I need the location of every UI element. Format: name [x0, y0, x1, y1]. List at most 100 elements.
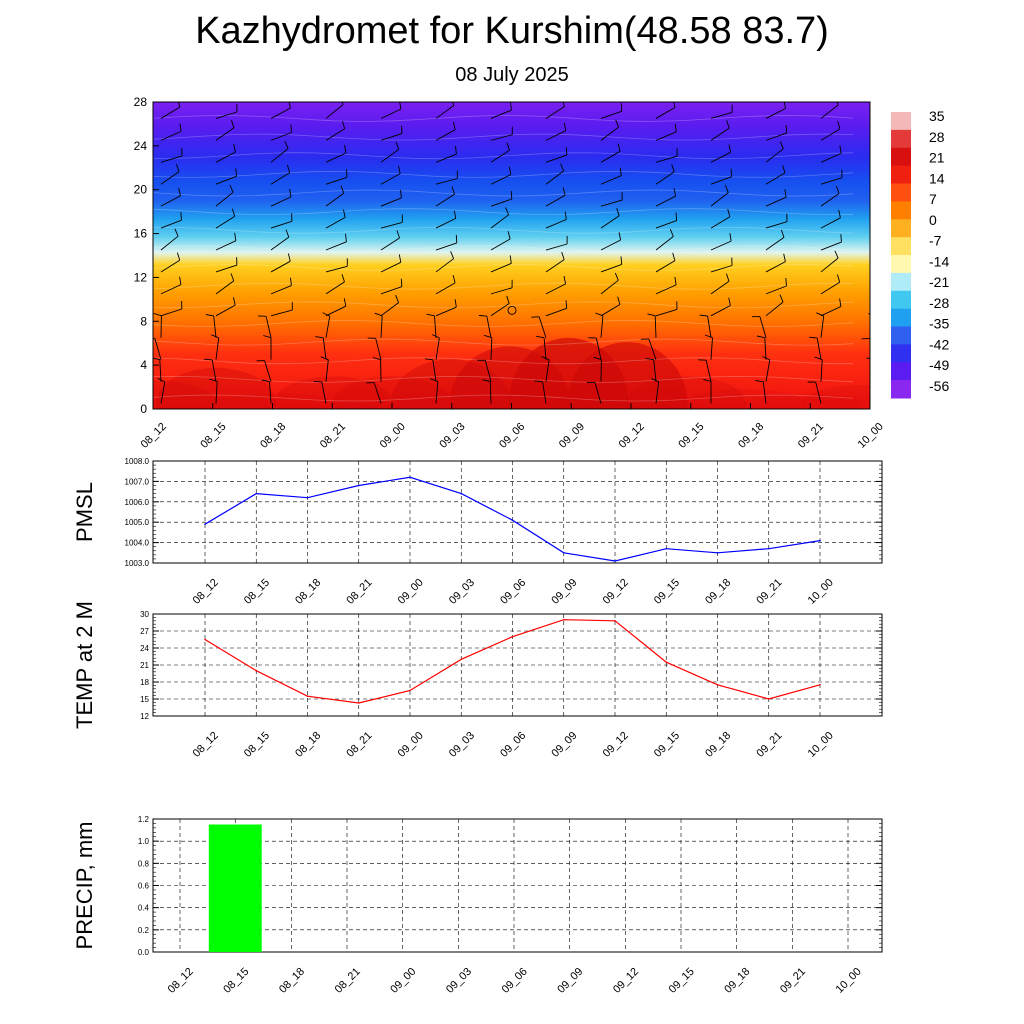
wind-barb-staff: [876, 214, 893, 228]
wind-barb-staff: [325, 359, 329, 382]
wind-barb-feather: [645, 357, 654, 361]
precip-y-tick-label: 0.2: [138, 926, 150, 935]
precip-x-tick-label: 09_03: [444, 966, 474, 996]
wind-barb-feather: [779, 294, 784, 303]
wind-barb-staff: [545, 154, 567, 163]
wind-barb-staff: [215, 337, 220, 360]
temp-2m-x-tick-label: 09_12: [601, 730, 631, 760]
warm-core-08_15: [155, 367, 276, 409]
colorbar-label: 14: [929, 170, 945, 186]
wind-barb-staff: [815, 382, 822, 404]
wind-barb-feather: [232, 297, 236, 306]
contour-line: [153, 301, 854, 309]
pmsl-y-axis-title: PMSL: [72, 482, 97, 542]
wind-barb-staff: [380, 133, 403, 141]
wind-barb-staff: [655, 308, 678, 317]
wind-barb-feather: [263, 335, 272, 339]
wind-barb-feather: [563, 122, 567, 131]
calm-wind-circle: [507, 305, 517, 315]
pmsl-x-tick-label: 08_21: [344, 577, 374, 607]
wind-barb-feather: [617, 143, 621, 152]
pmsl-point: [511, 519, 514, 521]
wind-barb-staff: [765, 196, 787, 207]
wind-barb-feather: [398, 254, 402, 263]
wind-barb-staff: [655, 236, 674, 251]
wind-barb-staff: [484, 360, 492, 382]
wind-barb-staff: [380, 149, 400, 163]
wind-barb-feather: [872, 379, 879, 382]
precip-x-tick-label: 09_06: [500, 966, 530, 996]
wind-barb-feather: [343, 298, 347, 307]
pmsl-y-tick-label: 1005.0: [125, 518, 150, 527]
wind-barb-feather: [780, 229, 785, 238]
wind-barb-feather: [562, 102, 565, 107]
wind-barb-feather: [180, 212, 182, 221]
wind-barb-staff: [270, 220, 293, 229]
wind-barb-staff: [213, 315, 217, 338]
wind-barb-staff: [820, 193, 840, 207]
wind-barb-staff: [154, 338, 162, 360]
wind-barb-staff: [160, 171, 180, 185]
wind-barb-staff: [765, 261, 786, 273]
contour-line: [153, 226, 854, 234]
wind-barb-staff: [820, 306, 842, 317]
wind-barb-staff: [490, 134, 513, 141]
warm-core-10_00: [802, 384, 870, 409]
pmsl-panel: 1003.0 1004.0 1005.0 1006.0 1007.0 1008.0 08_1…: [72, 457, 883, 607]
precip-x-tick-label: 09_12: [611, 966, 641, 996]
pmsl-point: [614, 560, 616, 562]
pmsl-x-tick-label: 08_15: [242, 577, 272, 607]
wind-barb-staff: [215, 280, 235, 295]
pmsl-x-tick-label: 09_18: [703, 577, 733, 607]
wind-barb-staff: [160, 195, 181, 207]
wind-barb-staff: [765, 359, 771, 382]
wind-barb-staff: [816, 337, 822, 360]
wind-barb-feather: [452, 102, 455, 106]
precip-bar: [208, 824, 262, 952]
wind-barb-feather: [397, 165, 401, 174]
wind-barb-feather: [536, 335, 545, 339]
wind-barb-feather: [674, 123, 677, 132]
wind-barb-staff: [215, 381, 218, 404]
wind-barb-feather: [673, 188, 677, 197]
colorbar-label: -56: [929, 378, 949, 394]
wind-barb-feather: [399, 102, 402, 110]
precip-y-axis-title: PRECIP, mm: [72, 822, 97, 950]
wind-barb-feather: [730, 168, 733, 177]
chart-subtitle: 08 July 2025: [455, 64, 569, 86]
wind-barb-feather: [452, 121, 456, 130]
wind-barb-feather: [672, 252, 676, 261]
temp-2m-x-tick-label: 10_00: [806, 730, 836, 760]
heatmap-x-tick-label: 09_15: [676, 421, 706, 451]
wind-barb-feather: [560, 163, 565, 172]
warm-core-09_00: [332, 376, 453, 409]
wind-barb-staff: [435, 282, 456, 295]
wind-barb-feather: [671, 164, 675, 173]
heatmap-warm-cores: [153, 102, 893, 409]
contour-line: [153, 264, 854, 271]
pmsl-point: [563, 552, 565, 554]
wind-barb-feather: [785, 124, 788, 133]
wind-barb-staff: [490, 287, 513, 295]
colorbar: 35 28 21 14 7 0 -7 -14 -21 -28 -35 -42 -49 -56: [891, 108, 949, 399]
precip-x-tick-label: 08_18: [277, 966, 307, 996]
wind-barb-staff: [160, 155, 183, 163]
wind-barb-feather: [564, 211, 567, 220]
precip-x-tick-label: 10_00: [834, 966, 864, 996]
wind-barb-feather: [809, 336, 818, 339]
precip-x-tick-label: 08_21: [333, 966, 363, 996]
temp-2m-y-tick-label: 30: [140, 610, 149, 619]
wind-barb-staff: [765, 285, 787, 295]
wind-barb-staff: [710, 127, 730, 141]
precip-x-tick-label: 09_15: [667, 966, 697, 996]
wind-barb-staff: [435, 193, 455, 207]
wind-barb-feather: [179, 276, 182, 285]
temp-2m-x-tick-label: 08_18: [293, 730, 323, 760]
temp-2m-x-tick-label: 08_15: [242, 730, 272, 760]
wind-barb-feather: [669, 228, 674, 237]
wind-barb-feather: [614, 272, 619, 281]
colorbar-label: 28: [929, 129, 945, 145]
wind-barb-staff: [820, 128, 841, 141]
precip-x-tick-label: 09_09: [555, 966, 585, 996]
precip-y-tick-label: 1.2: [138, 815, 150, 824]
